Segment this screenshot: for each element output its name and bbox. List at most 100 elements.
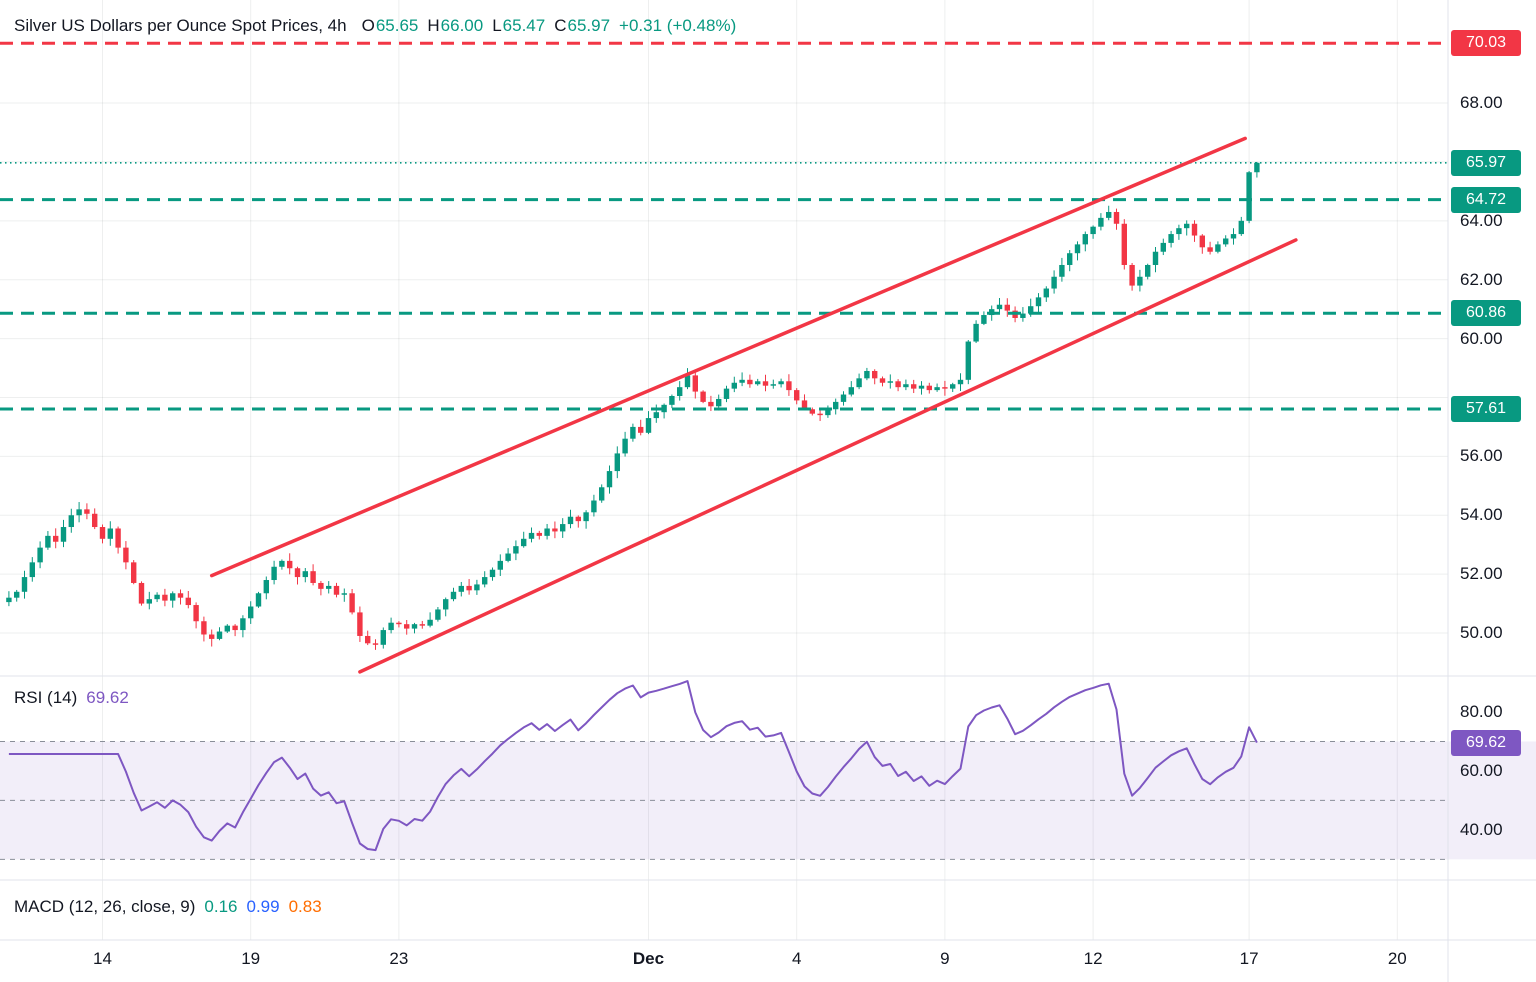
rsi-value-badge[interactable]: 69.62 — [1451, 729, 1521, 756]
candle-body — [708, 401, 714, 407]
candle-body — [895, 381, 901, 388]
candle-body — [918, 385, 925, 389]
candle-body — [357, 612, 363, 636]
candle-body — [622, 438, 628, 454]
candle-body — [536, 532, 542, 536]
candle-body — [1238, 220, 1244, 235]
candle-body — [731, 382, 737, 389]
candle-body — [911, 384, 917, 389]
candle-body — [107, 528, 113, 539]
candle-body — [466, 585, 472, 591]
candle-body — [528, 532, 535, 539]
candle-body — [349, 593, 355, 613]
candle-body — [833, 401, 839, 410]
candle-body — [513, 546, 519, 554]
candle-body — [950, 384, 956, 389]
trendline — [358, 238, 1298, 674]
candle-body — [1082, 234, 1088, 245]
candle-body — [1051, 276, 1057, 289]
candle-body — [372, 643, 379, 645]
candle-body — [669, 396, 675, 405]
candle-body — [692, 375, 698, 392]
candle-body — [482, 577, 488, 585]
macd-legend[interactable]: MACD (12, 26, close, 9) 0.16 0.99 0.83 — [14, 897, 322, 917]
candle-body — [684, 375, 691, 388]
candle-body — [575, 516, 581, 522]
candle-body — [341, 593, 347, 595]
ohlc-low: L 65.47 — [492, 16, 546, 35]
candle-body — [6, 597, 12, 603]
candle-body — [21, 577, 28, 592]
candle-body — [474, 584, 480, 591]
candle-body — [606, 471, 613, 488]
candle-body — [755, 381, 761, 385]
candle-body — [92, 513, 98, 528]
candle-body — [411, 624, 418, 629]
candle-body — [1090, 226, 1096, 235]
candle-body — [131, 562, 137, 583]
symbol-title: Silver US Dollars per Ounce Spot Prices,… — [14, 16, 347, 35]
candle-body — [1176, 228, 1182, 235]
candle-body — [123, 547, 129, 563]
candle-body — [762, 381, 769, 386]
candle-body — [661, 404, 667, 413]
candle-body — [1035, 297, 1042, 307]
candle-body — [1121, 223, 1127, 265]
candle-body — [1152, 251, 1159, 265]
macd-histogram-value: 0.16 — [204, 897, 238, 916]
candle-body — [419, 624, 425, 626]
rsi-line — [8, 680, 1258, 852]
candle-body — [45, 535, 51, 548]
candle-body — [271, 566, 277, 581]
candle-body — [544, 528, 550, 536]
candle-body — [450, 591, 457, 600]
candle-body — [1168, 234, 1174, 243]
price-level-badge-65.97[interactable]: 65.97 — [1451, 149, 1521, 176]
candle-body — [1129, 264, 1135, 286]
price-level-badge-60.86[interactable]: 60.86 — [1451, 300, 1521, 327]
candle-body — [677, 387, 683, 397]
candle-body — [29, 562, 35, 578]
candle-body — [700, 391, 706, 402]
candle-body — [856, 378, 862, 388]
candle-body — [1137, 276, 1143, 286]
candle-body — [60, 527, 67, 542]
candle-body — [489, 569, 496, 578]
candle-body — [177, 593, 184, 598]
candle-body — [645, 418, 652, 433]
candle-body — [560, 524, 566, 532]
candle-body — [630, 426, 636, 439]
macd-label: MACD (12, 26, close, 9) — [14, 897, 196, 916]
candle-body — [1098, 217, 1104, 227]
candle-body — [318, 582, 324, 589]
candle-body — [333, 585, 340, 595]
rsi-legend[interactable]: RSI (14) 69.62 — [14, 688, 129, 708]
price-level-badge-70.03[interactable]: 70.03 — [1451, 30, 1521, 57]
candle-body — [497, 560, 503, 570]
candle-body — [934, 387, 940, 391]
candle-body — [216, 631, 223, 639]
candle-body — [801, 400, 808, 410]
candle-body — [1145, 264, 1151, 277]
candle-body — [201, 621, 207, 635]
candle-body — [1004, 304, 1010, 311]
candle-body — [53, 535, 59, 542]
candle-body — [1043, 288, 1049, 298]
candle-body — [1067, 253, 1073, 265]
candle-body — [879, 378, 886, 383]
symbol-legend[interactable]: Silver US Dollars per Ounce Spot Prices,… — [14, 16, 736, 36]
candle-body — [825, 409, 831, 416]
candle-body — [583, 512, 589, 522]
candle-body — [185, 597, 191, 606]
candle-body — [443, 599, 449, 610]
candle-body — [996, 304, 1003, 310]
price-level-badge-57.61[interactable]: 57.61 — [1451, 395, 1521, 422]
price-level-badge-64.72[interactable]: 64.72 — [1451, 186, 1521, 213]
candle-body — [287, 560, 293, 569]
candle-body — [716, 398, 722, 407]
candle-body — [154, 594, 160, 600]
candle-body — [37, 547, 43, 563]
candle-body — [279, 560, 285, 567]
candle-body — [653, 412, 659, 419]
